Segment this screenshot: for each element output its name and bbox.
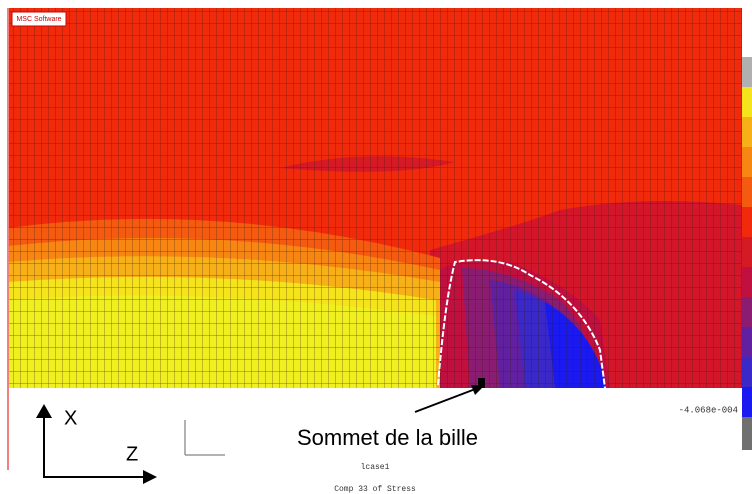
logo-box [11, 11, 67, 27]
load-case: lcase1 [361, 463, 390, 472]
legend-min-label: -4.068e-004 [679, 405, 738, 415]
annotation: Sommet de la bille [297, 425, 478, 450]
logo: MSC Software [16, 16, 61, 23]
legend-colors [742, 57, 752, 450]
axis-x-label: X [64, 407, 77, 429]
component-label: Comp 33 of Stress [334, 485, 416, 494]
mini-axes [184, 420, 225, 456]
axis-triad [36, 404, 157, 484]
contact-point [478, 378, 485, 388]
axis-z-label: Z [126, 443, 138, 465]
annotation-arrow [414, 387, 479, 413]
contour-plot [8, 8, 742, 388]
